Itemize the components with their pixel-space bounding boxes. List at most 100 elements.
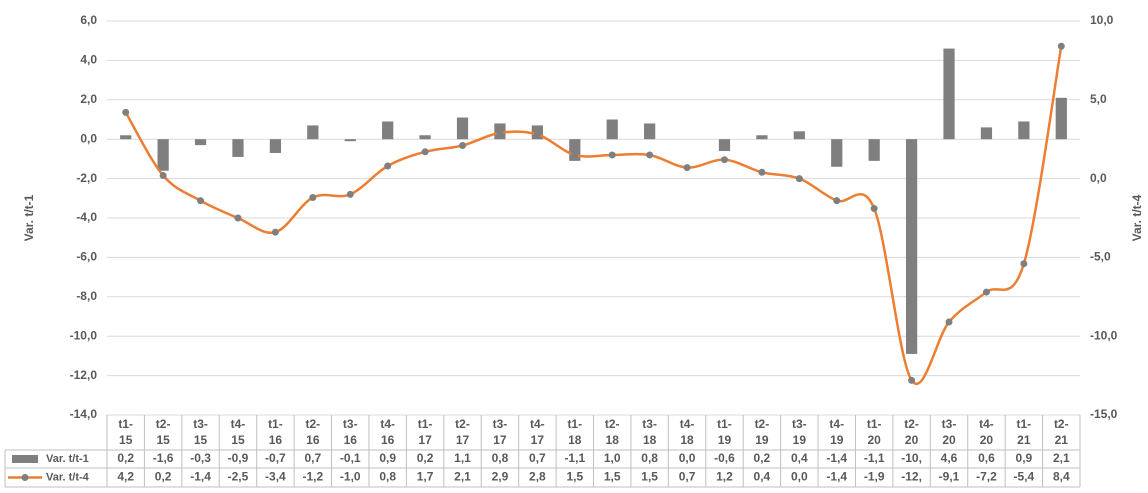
table-value: 2,1 bbox=[1053, 451, 1070, 465]
table-value: 2,9 bbox=[492, 470, 509, 484]
bar bbox=[120, 135, 132, 140]
table-value: 0,9 bbox=[379, 451, 396, 465]
x-tick-label: t3-19 bbox=[792, 417, 807, 447]
table-value: -0,7 bbox=[265, 451, 286, 465]
table-value: -1,9 bbox=[864, 470, 885, 484]
bar bbox=[1018, 121, 1030, 140]
table-value: 1,7 bbox=[417, 470, 434, 484]
x-tick-label: t3-16 bbox=[343, 417, 358, 447]
table-value: 0,2 bbox=[417, 451, 434, 465]
bar bbox=[456, 117, 469, 140]
table-value: 1,5 bbox=[641, 470, 658, 484]
table-value: 4,2 bbox=[117, 470, 134, 484]
marker bbox=[309, 194, 317, 202]
bar bbox=[1055, 97, 1067, 140]
bar bbox=[194, 139, 207, 146]
table-value: 0,9 bbox=[1016, 451, 1033, 465]
y-tick-label: -2,0 bbox=[76, 171, 97, 185]
table-value: 1,1 bbox=[454, 451, 471, 465]
table-value: 0,8 bbox=[492, 451, 509, 465]
x-tick-label: t4-16 bbox=[380, 417, 395, 447]
y-tick-label: -12,0 bbox=[70, 368, 98, 382]
marker bbox=[908, 376, 916, 384]
marker bbox=[571, 151, 579, 159]
table-value: 0,7 bbox=[679, 470, 696, 484]
y-tick-label: 6,0 bbox=[80, 13, 97, 27]
y-tick-label: -6,0 bbox=[76, 250, 97, 264]
y-axis-title: Var. t/t-1 bbox=[22, 194, 36, 241]
marker bbox=[833, 197, 841, 205]
marker bbox=[870, 205, 878, 213]
table-value: 0,6 bbox=[978, 451, 995, 465]
table-value: 1,2 bbox=[716, 470, 733, 484]
marker bbox=[758, 168, 766, 176]
legend-label: Var. t/t-4 bbox=[46, 471, 90, 483]
y2-tick-label: 5,0 bbox=[1090, 92, 1107, 106]
x-tick-label: t1-15 bbox=[118, 417, 133, 447]
x-tick-label: t3-18 bbox=[642, 417, 657, 447]
table-value: -0,9 bbox=[228, 451, 249, 465]
table-value: -0,1 bbox=[340, 451, 361, 465]
table-value: -1,1 bbox=[564, 451, 585, 465]
y2-tick-label: -15,0 bbox=[1090, 407, 1118, 421]
bar bbox=[644, 123, 656, 140]
marker bbox=[720, 156, 728, 164]
x-tick-label: t2-21 bbox=[1054, 417, 1069, 447]
y2-axis-title: Var. t/t-4 bbox=[1130, 194, 1144, 241]
marker bbox=[683, 164, 691, 172]
bar bbox=[718, 139, 731, 152]
marker bbox=[234, 214, 242, 222]
table-value: -1,0 bbox=[340, 470, 361, 484]
bar bbox=[232, 139, 244, 157]
table-value: -12, bbox=[901, 470, 922, 484]
marker bbox=[384, 162, 392, 170]
y2-tick-label: -5,0 bbox=[1090, 250, 1111, 264]
x-tick-label: t1-21 bbox=[1017, 417, 1032, 447]
x-tick-label: t1-20 bbox=[867, 417, 882, 447]
table-value: -1,2 bbox=[302, 470, 323, 484]
legend-swatch bbox=[12, 455, 38, 463]
y2-tick-label: 0,0 bbox=[1090, 171, 1107, 185]
y-tick-label: 2,0 bbox=[80, 92, 97, 106]
x-tick-label: t2-15 bbox=[156, 417, 171, 447]
table-value: 0,7 bbox=[529, 451, 546, 465]
bar bbox=[606, 119, 618, 140]
legend-label: Var. t/t-1 bbox=[46, 453, 89, 465]
bar bbox=[269, 139, 282, 153]
table-value: 0,0 bbox=[679, 451, 696, 465]
table-value: 1,0 bbox=[604, 451, 621, 465]
y-tick-label: 0,0 bbox=[80, 131, 97, 145]
x-tick-label: t3-15 bbox=[193, 417, 208, 447]
table-value: -9,1 bbox=[939, 470, 960, 484]
table-value: 0,8 bbox=[379, 470, 396, 484]
y2-tick-label: 10,0 bbox=[1090, 13, 1114, 27]
table-value: -1,4 bbox=[190, 470, 211, 484]
y-tick-label: -8,0 bbox=[76, 289, 97, 303]
table-value: 0,8 bbox=[641, 451, 658, 465]
marker bbox=[159, 171, 167, 179]
marker bbox=[945, 318, 953, 326]
legend-marker bbox=[21, 474, 29, 481]
table-value: -2,5 bbox=[228, 470, 249, 484]
bar bbox=[905, 139, 918, 354]
x-tick-label: t4-20 bbox=[979, 417, 994, 447]
marker bbox=[1020, 260, 1028, 268]
table-value: -1,4 bbox=[826, 451, 847, 465]
bar bbox=[307, 125, 319, 140]
table-value: 0,2 bbox=[155, 470, 172, 484]
x-tick-label: t2-19 bbox=[755, 417, 770, 447]
y-tick-label: -4,0 bbox=[76, 210, 97, 224]
marker bbox=[122, 108, 130, 116]
table-value: -1,4 bbox=[826, 470, 847, 484]
x-tick-label: t1-18 bbox=[567, 417, 582, 447]
bar bbox=[756, 135, 768, 140]
x-tick-label: t4-15 bbox=[231, 417, 246, 447]
table-value: -3,4 bbox=[265, 470, 286, 484]
marker bbox=[533, 130, 541, 138]
table-value: -1,6 bbox=[153, 451, 174, 465]
table-value: 0,2 bbox=[117, 451, 134, 465]
table-value: 0,0 bbox=[791, 470, 808, 484]
table-value: 0,4 bbox=[791, 451, 808, 465]
x-tick-label: t4-19 bbox=[829, 417, 844, 447]
